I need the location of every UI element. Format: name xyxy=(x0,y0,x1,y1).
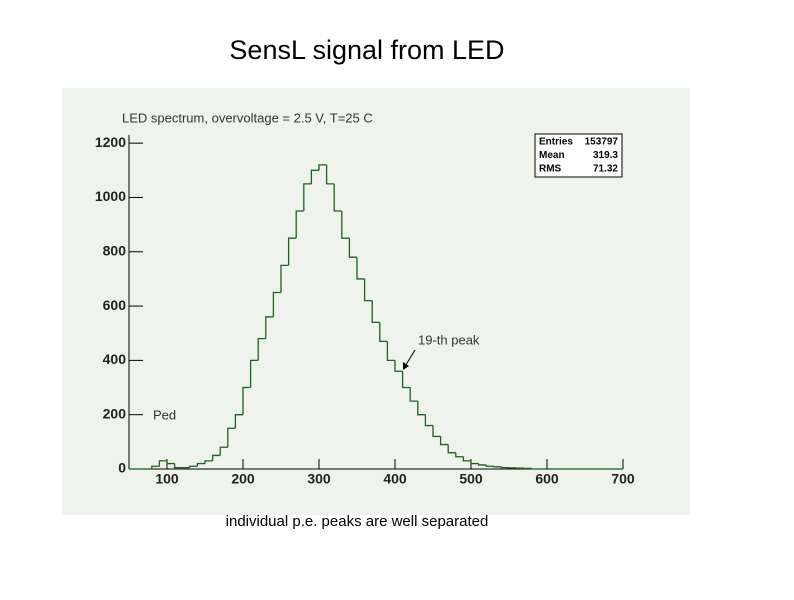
bar xyxy=(532,468,540,469)
stats-label: Mean xyxy=(539,150,565,161)
y-tick-label: 600 xyxy=(103,297,127,313)
x-tick-label: 200 xyxy=(231,471,255,487)
y-tick-label: 800 xyxy=(103,242,127,258)
bar xyxy=(494,466,502,467)
stats-label: Entries xyxy=(539,137,573,148)
x-tick-label: 700 xyxy=(611,471,635,487)
x-tick-label: 300 xyxy=(307,471,331,487)
y-tick-label: 1200 xyxy=(95,134,126,150)
chart-title: LED spectrum, overvoltage = 2.5 V, T=25 … xyxy=(122,110,373,125)
y-tick-label: 1000 xyxy=(95,188,126,204)
annotation: 19-th peak xyxy=(418,332,480,347)
x-tick-label: 500 xyxy=(459,471,483,487)
caption: individual p.e. peaks are well separated xyxy=(226,513,489,530)
stats-label: RMS xyxy=(539,164,562,175)
y-tick-label: 400 xyxy=(103,351,127,367)
stats-value: 153797 xyxy=(585,137,619,148)
x-tick-label: 400 xyxy=(383,471,407,487)
x-tick-label: 600 xyxy=(535,471,559,487)
slide-title: SensL signal from LED xyxy=(229,35,504,65)
stats-value: 71.32 xyxy=(593,164,618,175)
annotation: Ped xyxy=(153,407,176,422)
y-tick-label: 0 xyxy=(118,460,126,476)
y-tick-label: 200 xyxy=(103,405,127,421)
x-tick-label: 100 xyxy=(155,471,179,487)
stats-value: 319.3 xyxy=(593,150,618,161)
